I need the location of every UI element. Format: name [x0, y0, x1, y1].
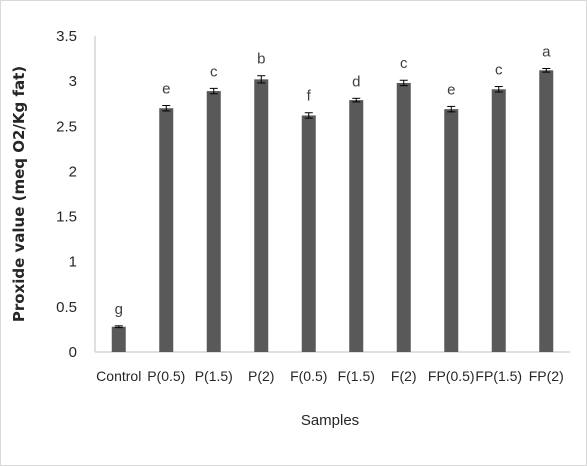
significance-letter: g — [115, 301, 123, 318]
x-tick-label: F(1.5) — [338, 368, 375, 384]
x-axis-title: Samples — [301, 412, 359, 429]
y-tick-label: 1.5 — [56, 209, 77, 226]
bar — [301, 115, 316, 352]
significance-letter: f — [307, 88, 312, 105]
y-tick-label: 0.5 — [56, 299, 77, 316]
y-tick-label: 1 — [69, 254, 77, 271]
significance-letter: c — [210, 63, 218, 80]
x-tick-label: P(2) — [248, 368, 274, 384]
x-tick-label: F(2) — [391, 368, 417, 384]
significance-letter: c — [400, 55, 408, 72]
x-tick-label: FP(2) — [529, 368, 564, 384]
bar — [349, 100, 364, 352]
significance-letter: d — [352, 73, 360, 90]
y-tick-label: 3 — [69, 73, 77, 90]
x-tick-label: F(0.5) — [290, 368, 327, 384]
y-tick-label: 2 — [69, 163, 77, 180]
bar — [111, 326, 126, 352]
bar — [491, 89, 506, 353]
x-axis-category-labels: Control P(0.5) P(1.5) P(2) F(0.5) F(1.5) F(2) F… — [96, 368, 564, 384]
significance-letter: e — [447, 81, 455, 98]
bar — [206, 91, 221, 353]
bars: g e c b f d c e c a — [111, 44, 554, 353]
significance-letter: a — [542, 44, 551, 61]
x-tick-label: P(0.5) — [147, 368, 185, 384]
y-tick-label: 2.5 — [56, 118, 77, 135]
bar — [396, 82, 411, 352]
significance-letter: b — [257, 51, 265, 68]
y-tick-label: 0 — [69, 344, 77, 361]
bar — [159, 108, 174, 352]
significance-letter: c — [495, 62, 503, 79]
y-axis-ticks: 0 0.5 1 1.5 2 2.5 3 3.5 — [56, 28, 77, 361]
bar — [539, 70, 554, 353]
x-tick-label: FP(1.5) — [475, 368, 522, 384]
y-tick-label: 3.5 — [56, 28, 77, 45]
bar — [444, 109, 459, 352]
x-tick-label: Control — [96, 368, 141, 384]
x-tick-label: FP(0.5) — [428, 368, 475, 384]
x-tick-label: P(1.5) — [195, 368, 233, 384]
significance-letter: e — [162, 81, 170, 98]
bar — [254, 79, 269, 352]
y-axis-title: Proxide value (meq O2/Kg fat) — [10, 66, 28, 322]
